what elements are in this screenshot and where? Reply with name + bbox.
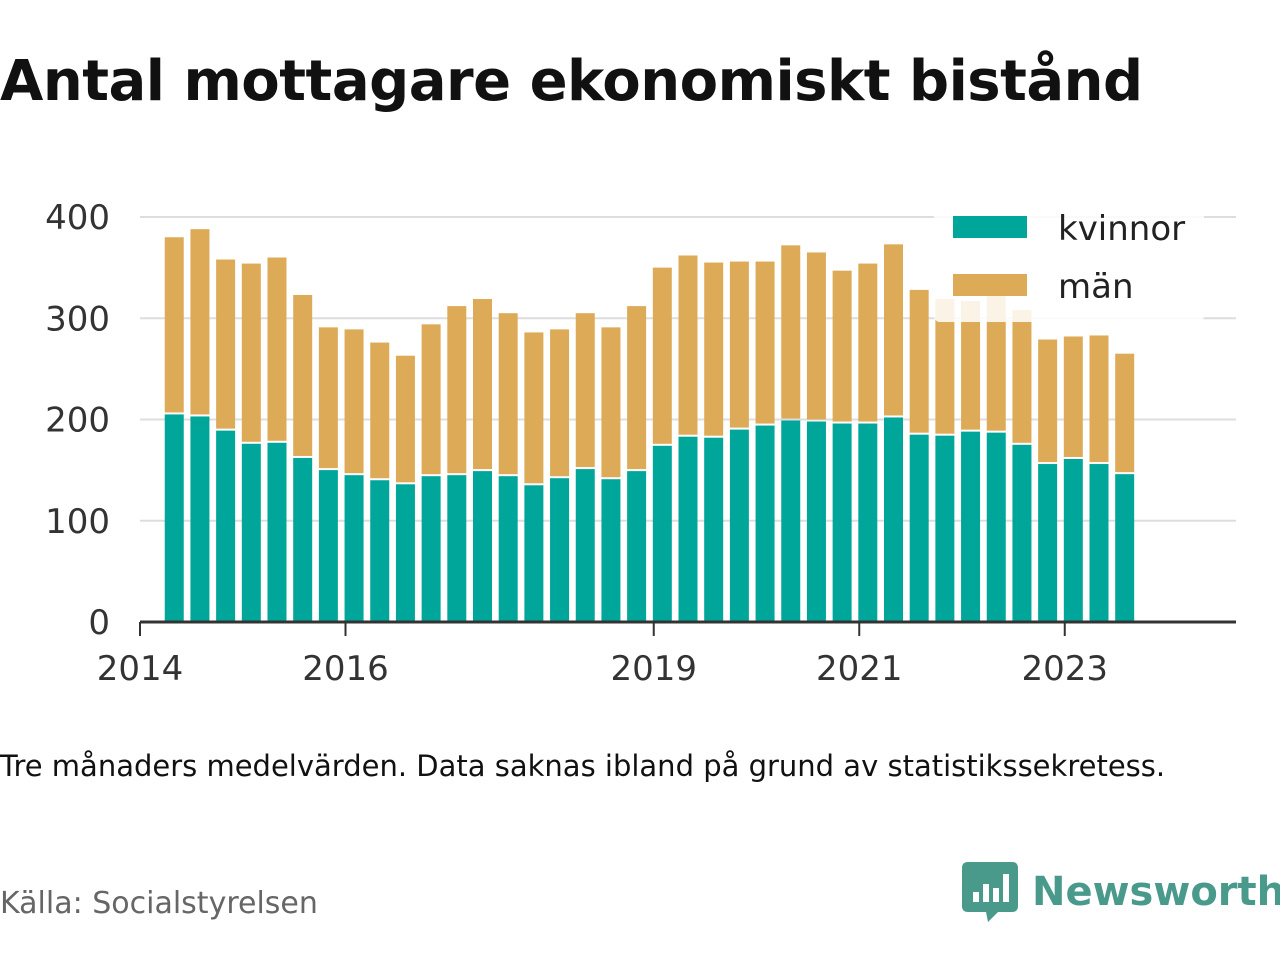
bar-segment-man [190, 229, 210, 415]
bar-segment-kvinnor [164, 414, 184, 622]
bar-segment-kvinnor [524, 485, 544, 622]
bar-segment-man [832, 270, 852, 422]
bar-segment-kvinnor [832, 423, 852, 622]
bar-segment-kvinnor [858, 423, 878, 622]
bar-segment-kvinnor [704, 437, 724, 622]
chart-note: Tre månaders medelvärden. Data saknas ib… [0, 749, 1166, 783]
bar-segment-kvinnor [1089, 464, 1109, 622]
bar-segment-kvinnor [293, 457, 313, 622]
bars [164, 229, 1135, 622]
legend: kvinnor män [934, 208, 1204, 322]
bar-segment-kvinnor [344, 475, 364, 622]
bar-segment-man [935, 299, 955, 434]
bar-segment-kvinnor [1012, 444, 1032, 622]
bar-chart-speech-bubble-icon [962, 862, 1018, 922]
stacked-bar-chart: 0 100 200 300 400 2014 2016 2019 2021 2023 kvinno… [45, 198, 1236, 689]
bar-segment-kvinnor [961, 431, 981, 622]
x-tick-label: 2014 [97, 649, 184, 689]
bar-segment-kvinnor [1063, 458, 1083, 622]
brand-name: Newsworthy [1032, 869, 1280, 915]
x-tick-label: 2016 [302, 649, 389, 689]
legend-swatch-kvinnor [953, 216, 1027, 238]
bar-segment-kvinnor [755, 425, 775, 622]
bar-segment-kvinnor [909, 434, 929, 622]
bar-segment-man [729, 261, 749, 428]
x-tick-label: 2021 [816, 649, 903, 689]
bar-segment-man [447, 306, 467, 474]
y-tick-label: 100 [45, 502, 110, 542]
y-tick-label: 400 [45, 198, 110, 238]
legend-label-man: män [1058, 267, 1134, 307]
bar-segment-kvinnor [447, 475, 467, 622]
brand-logo-lockup[interactable]: Newsworthy [962, 862, 1280, 922]
bar-segment-man [473, 299, 492, 470]
bar-segment-man [164, 237, 184, 413]
bar-segment-man [909, 289, 929, 433]
bar-segment-man [806, 252, 826, 420]
axes: 0 100 200 300 400 2014 2016 2019 2021 2023 [45, 198, 1236, 689]
legend-swatch-man [953, 274, 1027, 296]
bar-segment-kvinnor [627, 471, 647, 622]
bar-segment-man [1012, 310, 1032, 443]
bar-segment-kvinnor [781, 420, 801, 622]
bar-segment-man [781, 245, 801, 419]
bar-segment-man [601, 327, 621, 478]
bar-segment-man [267, 257, 287, 441]
bar-segment-man [575, 313, 595, 468]
bar-segment-kvinnor [652, 445, 672, 622]
bar-segment-kvinnor [370, 480, 390, 622]
bar-segment-kvinnor [1115, 474, 1135, 622]
bar-segment-man [1063, 336, 1083, 457]
source-credit: Källa: Socialstyrelsen [0, 886, 318, 921]
bar-segment-man [421, 324, 441, 475]
y-tick-label: 200 [45, 401, 110, 441]
bar-segment-man [395, 355, 415, 483]
bar-segment-man [216, 259, 236, 429]
bar-segment-kvinnor [601, 479, 621, 622]
bar-segment-kvinnor [1038, 464, 1058, 622]
bar-segment-kvinnor [498, 476, 518, 622]
bar-segment-man [704, 262, 724, 436]
bar-segment-kvinnor [986, 432, 1006, 622]
bar-segment-kvinnor [395, 484, 415, 622]
bar-segment-kvinnor [318, 470, 338, 622]
bar-segment-man [344, 329, 364, 474]
bar-segment-kvinnor [241, 443, 261, 622]
bar-segment-kvinnor [806, 421, 826, 622]
bar-segment-man [550, 329, 570, 477]
bar-segment-man [678, 255, 698, 435]
x-tick-label: 2023 [1021, 649, 1108, 689]
bar-segment-man [627, 306, 647, 470]
bar-segment-man [1089, 335, 1109, 463]
bar-segment-man [858, 263, 878, 422]
bar-segment-man [1115, 353, 1135, 473]
bar-segment-man [241, 263, 261, 442]
bar-segment-kvinnor [884, 417, 903, 622]
bar-segment-kvinnor [421, 476, 441, 622]
bar-segment-kvinnor [473, 471, 492, 622]
bar-segment-man [498, 313, 518, 475]
bar-segment-kvinnor [729, 429, 749, 622]
bar-segment-kvinnor [678, 436, 698, 622]
bar-segment-man [370, 342, 390, 479]
bar-segment-kvinnor [216, 430, 236, 622]
bar-segment-man [318, 327, 338, 469]
bar-segment-man [755, 261, 775, 424]
bar-segment-man [884, 244, 903, 416]
bar-segment-kvinnor [575, 469, 595, 622]
bar-segment-man [293, 294, 313, 456]
y-tick-label: 0 [88, 603, 110, 643]
chart-title: Antal mottagare ekonomiskt bistånd [0, 49, 1143, 114]
bar-segment-kvinnor [267, 442, 287, 622]
bar-segment-man [652, 267, 672, 444]
bar-segment-kvinnor [190, 416, 210, 622]
y-tick-label: 300 [45, 299, 110, 339]
bar-segment-kvinnor [550, 478, 570, 622]
bar-segment-man [524, 332, 544, 484]
bar-segment-man [1038, 339, 1058, 463]
legend-label-kvinnor: kvinnor [1058, 209, 1185, 249]
bar-segment-kvinnor [935, 435, 955, 622]
x-tick-label: 2019 [610, 649, 697, 689]
bar-segment-man [961, 301, 981, 430]
